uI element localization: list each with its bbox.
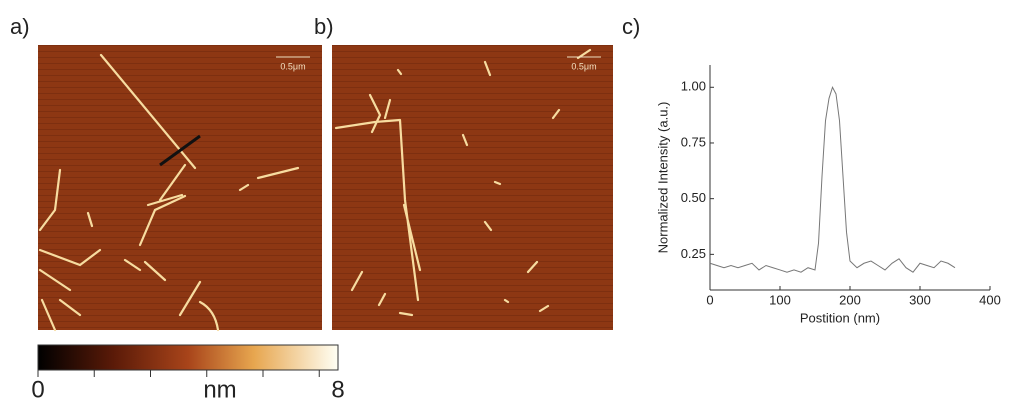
x-tick-label: 400: [979, 292, 1001, 307]
colorbar: nm 0 8: [31, 345, 344, 403]
y-tick-label: 0.75: [681, 134, 706, 149]
x-tick-label: 200: [839, 292, 861, 307]
y-tick-label: 0.25: [681, 246, 706, 261]
figure: a) b) c) 0.5μm 0.5μm nm 0 8 0 100 200 300 400…: [0, 0, 1011, 404]
colorbar-unit: nm: [203, 376, 236, 403]
data-line: [710, 87, 955, 272]
y-tick-label: 1.00: [681, 79, 706, 94]
colorbar-end-label: 0: [31, 376, 44, 403]
line-chart: 0 100 200 300 400 0.25 0.50 0.75 1.00 Postition (…: [655, 65, 1000, 325]
panel-label: b): [314, 14, 334, 39]
afm-image-a: 0.5μm: [38, 45, 322, 330]
colorbar-end-label: 8: [331, 376, 344, 403]
y-axis-label: Normalized Intensity (a.u.): [655, 102, 670, 254]
scale-bar-label: 0.5μm: [280, 61, 305, 71]
y-tick-label: 0.50: [681, 190, 706, 205]
scale-bar-label: 0.5μm: [571, 61, 596, 71]
panel-label: c): [622, 14, 640, 39]
afm-image-b: 0.5μm: [332, 45, 613, 330]
x-tick-label: 300: [909, 292, 931, 307]
x-tick-label: 0: [706, 292, 713, 307]
x-axis-label: Postition (nm): [800, 310, 880, 325]
panel-label: a): [10, 14, 30, 39]
x-tick-label: 100: [769, 292, 791, 307]
